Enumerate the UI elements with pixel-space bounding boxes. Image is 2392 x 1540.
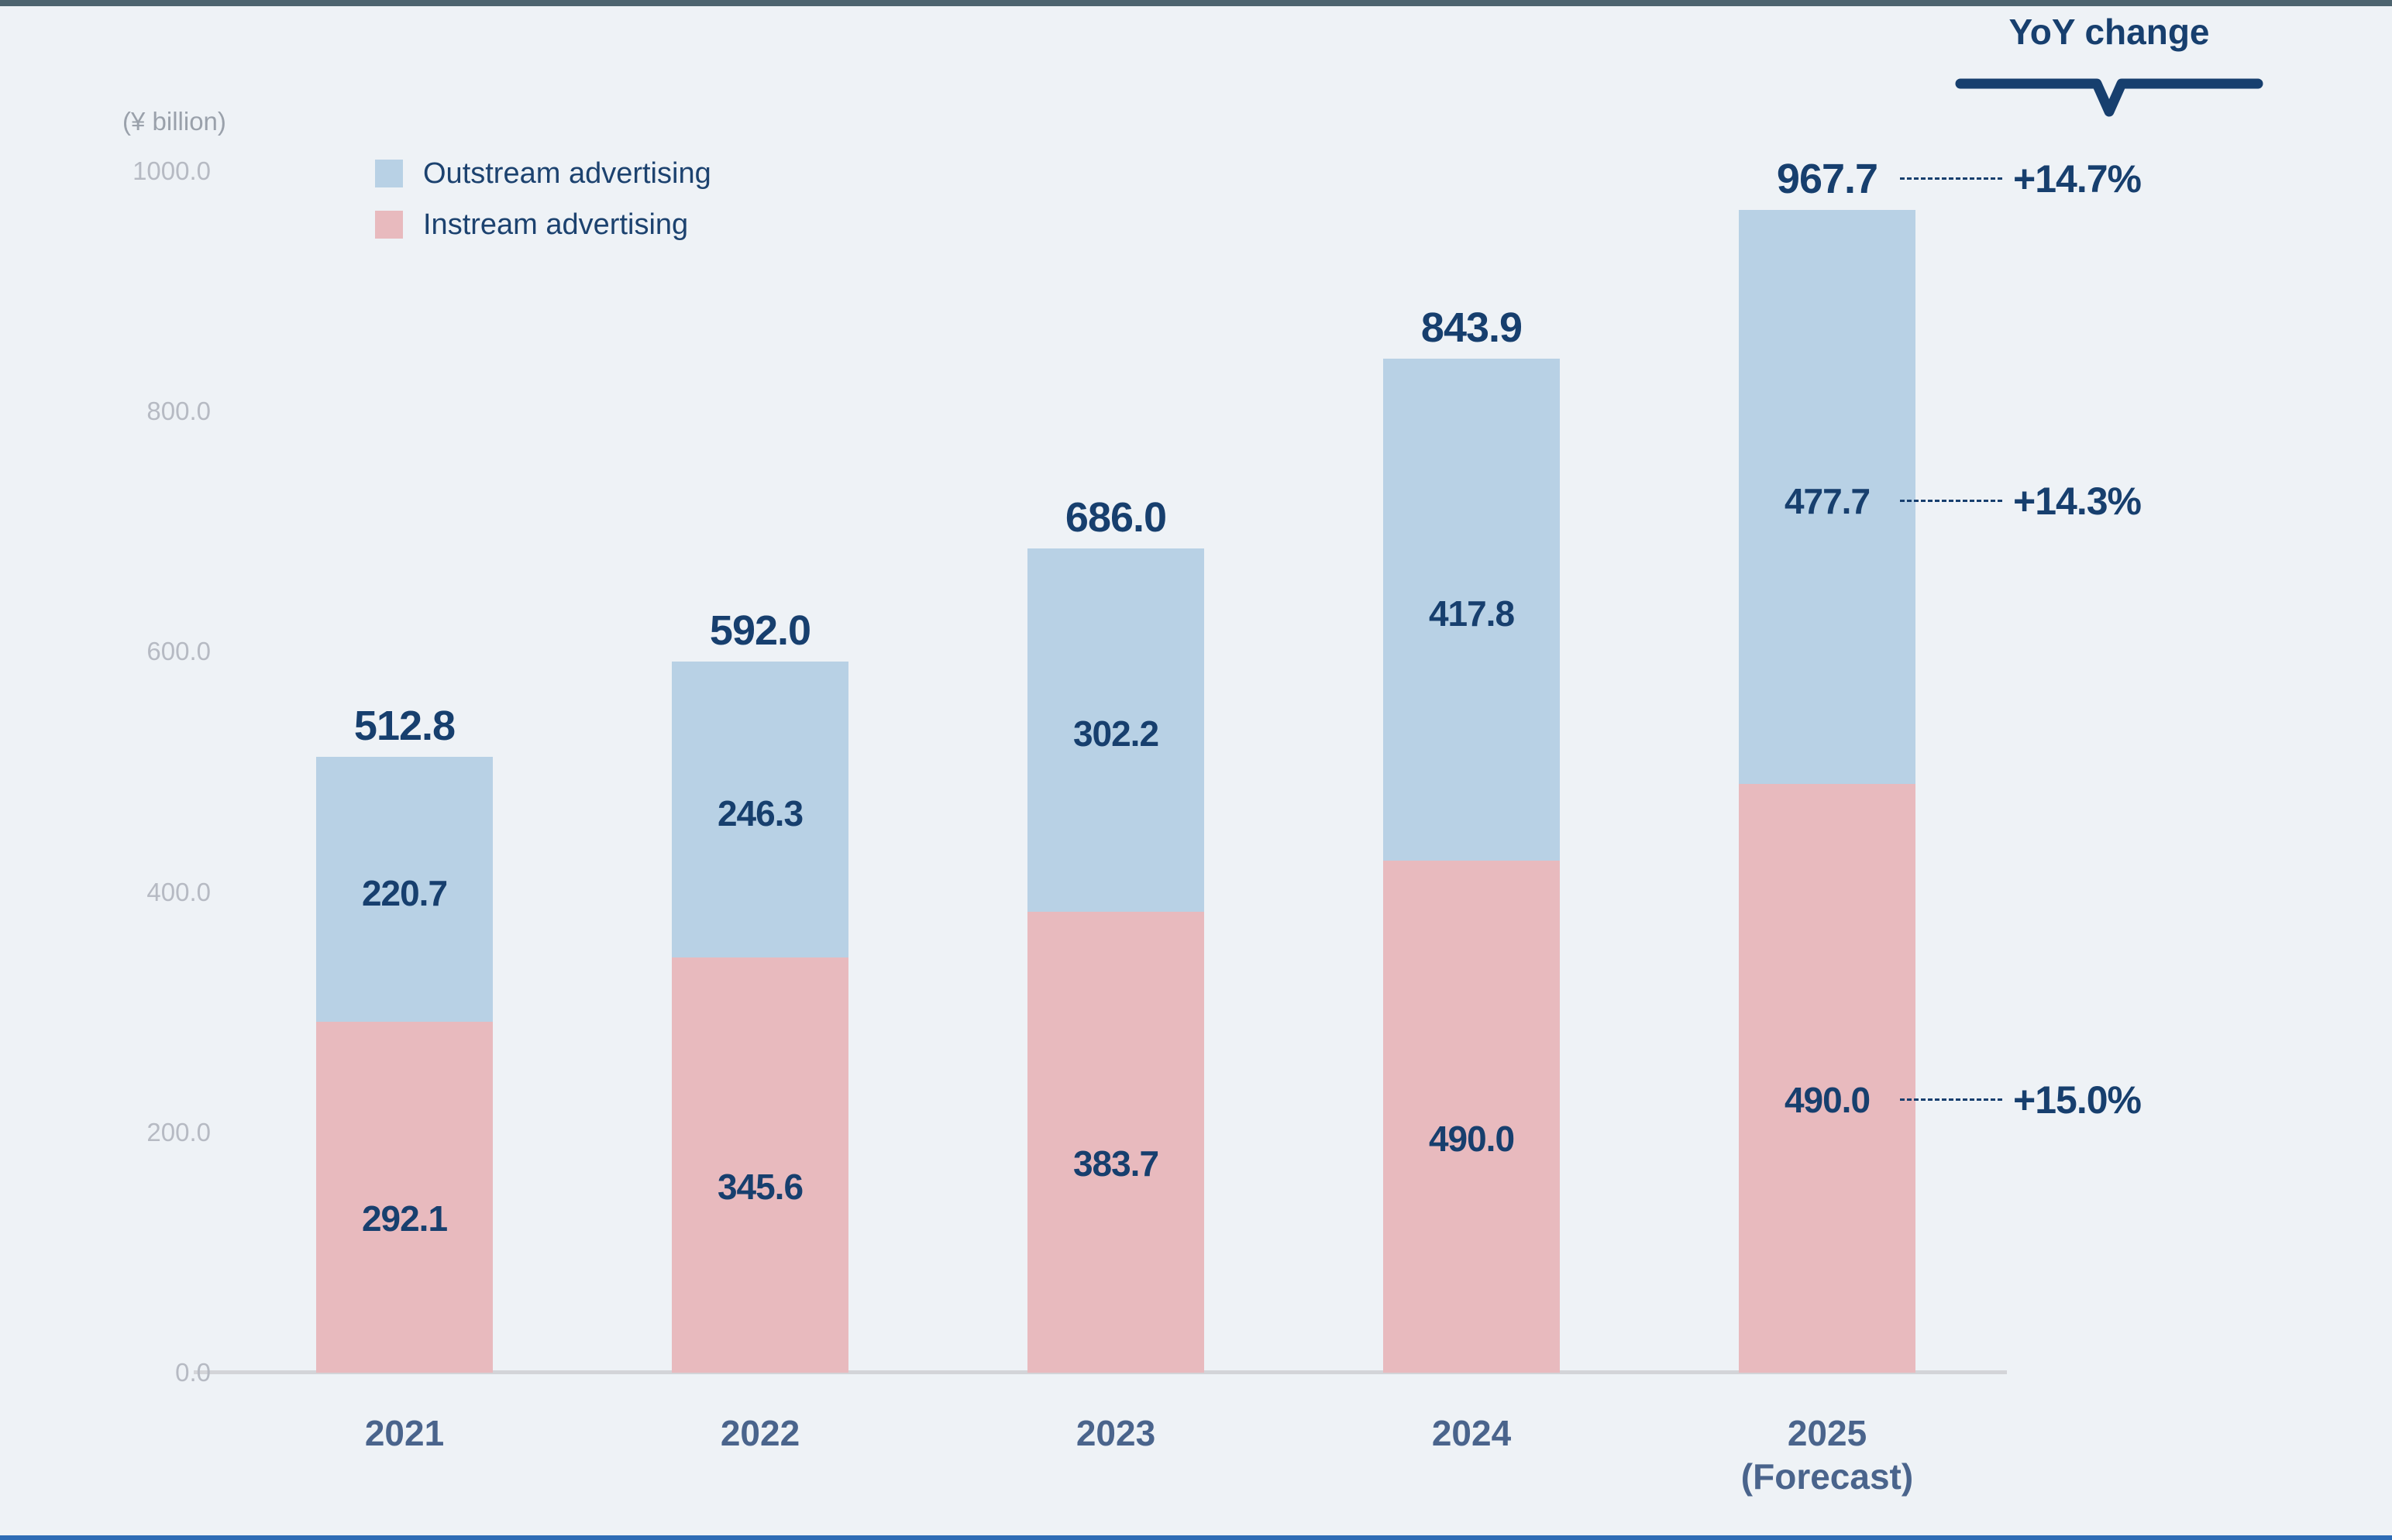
yoy-percent-label: +14.7% bbox=[2013, 157, 2142, 201]
instream-segment bbox=[672, 957, 848, 1373]
legend-label: Instream advertising bbox=[423, 208, 689, 241]
yoy-dash-line bbox=[1900, 499, 2002, 502]
legend-item: Instream advertising bbox=[375, 208, 689, 241]
legend-item: Outstream advertising bbox=[375, 157, 711, 190]
x-axis-label: 2021 bbox=[365, 1411, 444, 1455]
x-axis-label-year: 2021 bbox=[364, 1413, 445, 1453]
outstream-segment bbox=[1383, 359, 1560, 861]
instream-value-label: 490.0 bbox=[1428, 1118, 1515, 1159]
y-tick-label: 200.0 bbox=[146, 1117, 211, 1146]
outstream-segment bbox=[1027, 548, 1204, 912]
yoy-brace bbox=[1955, 78, 2263, 117]
bottom-accent-strip bbox=[0, 1535, 2392, 1540]
instream-segment bbox=[1739, 784, 1915, 1373]
x-axis-label: 2022 bbox=[721, 1411, 800, 1455]
y-tick-label: 800.0 bbox=[146, 397, 211, 426]
yoy-percent-label: +15.0% bbox=[2013, 1078, 2142, 1122]
legend-label: Outstream advertising bbox=[423, 156, 711, 190]
outstream-value-label: 220.7 bbox=[361, 872, 448, 913]
yoy-change-title: YoY change bbox=[2008, 12, 2210, 52]
x-axis-label: 2024 bbox=[1432, 1411, 1511, 1455]
total-value-label: 843.9 bbox=[1420, 304, 1523, 352]
total-value-label: 686.0 bbox=[1065, 494, 1167, 541]
outstream-value-label: 477.7 bbox=[1784, 480, 1871, 521]
x-axis-label-year: 2023 bbox=[1076, 1413, 1156, 1453]
outstream-segment bbox=[1739, 210, 1915, 784]
instream-value-label: 383.7 bbox=[1072, 1143, 1159, 1184]
y-tick-label: 1000.0 bbox=[133, 156, 211, 185]
total-value-label: 512.8 bbox=[353, 702, 456, 749]
total-value-label: 967.7 bbox=[1776, 156, 1878, 203]
total-value-label: 592.0 bbox=[709, 607, 811, 654]
y-tick-label: 0.0 bbox=[175, 1358, 211, 1387]
yoy-percent-label: +14.3% bbox=[2013, 479, 2142, 523]
y-axis-unit-label: (¥ billion) bbox=[122, 107, 226, 136]
x-axis-label-year: 2024 bbox=[1431, 1413, 1512, 1453]
instream-segment bbox=[316, 1021, 493, 1373]
instream-value-label: 345.6 bbox=[717, 1166, 804, 1207]
instream-segment bbox=[1383, 861, 1560, 1373]
outstream-value-label: 302.2 bbox=[1072, 713, 1159, 755]
x-axis-label-year: 2025 bbox=[1787, 1413, 1867, 1453]
x-axis-label-forecast: (Forecast) bbox=[1740, 1456, 1914, 1497]
x-axis-label: 2023 bbox=[1076, 1411, 1155, 1455]
y-tick-label: 400.0 bbox=[146, 877, 211, 906]
top-accent-strip bbox=[0, 0, 2392, 6]
yoy-dash-line bbox=[1900, 177, 2002, 180]
yoy-dash-line bbox=[1900, 1098, 2002, 1101]
outstream-value-label: 246.3 bbox=[717, 792, 804, 834]
outstream-segment bbox=[672, 661, 848, 957]
legend-swatch bbox=[375, 211, 403, 239]
legend-swatch bbox=[375, 160, 403, 187]
outstream-value-label: 417.8 bbox=[1428, 593, 1515, 634]
instream-value-label: 292.1 bbox=[361, 1198, 448, 1239]
y-tick-label: 600.0 bbox=[146, 637, 211, 666]
instream-value-label: 490.0 bbox=[1784, 1080, 1871, 1120]
outstream-segment bbox=[316, 756, 493, 1022]
x-axis-label-year: 2022 bbox=[720, 1413, 800, 1453]
instream-segment bbox=[1027, 911, 1204, 1373]
x-axis-label: 2025 (Forecast) bbox=[1741, 1411, 1913, 1498]
